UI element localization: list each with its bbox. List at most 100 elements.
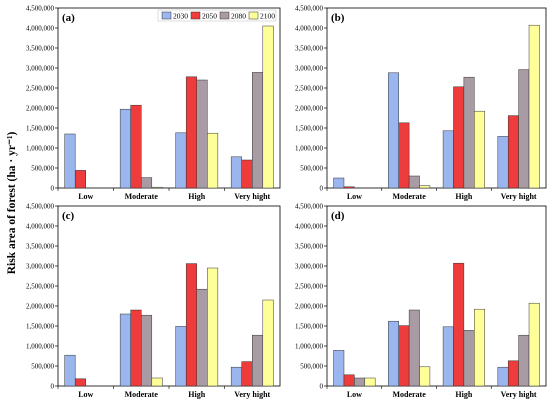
bar-2050 <box>74 378 87 387</box>
y-tick-label: 4,000,000 <box>26 222 55 230</box>
bar-2050 <box>241 361 253 387</box>
y-tick-label: 3,500,000 <box>295 44 324 52</box>
plot-frame <box>326 205 547 387</box>
y-tick-label: 4,000,000 <box>26 24 55 32</box>
bar-2050 <box>185 76 198 189</box>
bar-2030 <box>442 130 454 189</box>
y-tick-label: 2,000,000 <box>295 104 324 112</box>
bar-2100 <box>474 308 485 387</box>
category-label: Moderate <box>125 192 159 201</box>
bar-2080 <box>408 309 420 387</box>
bar-2080 <box>196 288 208 387</box>
bar-2080 <box>141 314 153 387</box>
legend-swatch-2030 <box>161 11 172 20</box>
bar-2050 <box>343 374 355 387</box>
y-tick-label: 1,500,000 <box>295 124 324 132</box>
bar-2050 <box>241 159 253 189</box>
y-tick-label: 1,000,000 <box>26 144 55 152</box>
y-tick-label: 2,500,000 <box>26 282 55 290</box>
y-tick-label: 2,000,000 <box>26 104 55 112</box>
category-label: Moderate <box>125 390 159 399</box>
bar-2030 <box>333 350 345 387</box>
y-tick-label: 1,000,000 <box>295 342 324 350</box>
bar-2080 <box>196 79 208 189</box>
y-tick-label: 3,000,000 <box>26 262 55 270</box>
y-axis-title: Risk area of forest (ha · yr⁻¹) <box>6 132 18 275</box>
category-label: Low <box>78 192 93 201</box>
bar-2080 <box>252 72 264 189</box>
y-tick-label: 500,000 <box>300 362 323 370</box>
panel-label: (c) <box>62 210 75 222</box>
bar-2030 <box>442 326 454 387</box>
bar-2080 <box>354 377 366 387</box>
bar-2050 <box>453 86 465 189</box>
y-tick-label: 3,000,000 <box>295 64 324 72</box>
bar-2100 <box>528 302 540 387</box>
y-tick-label: 2,500,000 <box>295 84 324 92</box>
bar-2030 <box>119 108 131 189</box>
y-tick-label: 4,500,000 <box>295 202 324 210</box>
bar-2100 <box>364 377 376 387</box>
bar-2080 <box>463 330 475 387</box>
bar-2030 <box>64 133 76 189</box>
legend-swatch-2080 <box>219 11 230 20</box>
y-tick-label: 2,000,000 <box>26 302 55 310</box>
bar-2030 <box>175 132 187 189</box>
y-tick-label: 2,500,000 <box>295 282 324 290</box>
y-tick-label: 0 <box>51 184 55 192</box>
category-label: Low <box>347 390 362 399</box>
y-tick-label: 3,500,000 <box>26 44 55 52</box>
category-label: Very hight <box>501 192 537 201</box>
legend-swatch-2100 <box>248 11 259 20</box>
bar-2050 <box>343 186 355 189</box>
chart-panel-4: 0 500,000 1,000,000 1,500,000 2,000,000 2,500… <box>295 202 547 399</box>
legend-label: 2050 <box>202 12 217 21</box>
bar-2030 <box>497 366 509 387</box>
y-tick-label: 1,000,000 <box>26 342 55 350</box>
category-label: High <box>455 390 472 399</box>
bar-2030 <box>230 156 242 189</box>
bar-2080 <box>518 69 530 189</box>
bar-2050 <box>507 115 519 189</box>
bar-2050 <box>507 360 519 387</box>
bar-2080 <box>141 177 153 189</box>
y-tick-label: 2,500,000 <box>26 84 55 92</box>
y-tick-label: 500,000 <box>31 362 54 370</box>
category-label: Very hight <box>234 390 270 399</box>
category-label: Very hight <box>501 390 537 399</box>
bar-2050 <box>130 309 142 387</box>
y-tick-label: 1,500,000 <box>26 322 55 330</box>
legend-label: 2030 <box>173 12 188 21</box>
category-label: High <box>455 192 472 201</box>
y-tick-label: 0 <box>320 184 324 192</box>
bar-2100 <box>262 299 274 387</box>
legend-swatch-2050 <box>190 11 201 20</box>
bar-2030 <box>64 354 76 387</box>
bar-2050 <box>398 122 410 189</box>
bar-2100 <box>207 132 219 189</box>
y-tick-label: 4,500,000 <box>26 4 55 12</box>
bar-2050 <box>185 263 198 387</box>
category-label: Moderate <box>392 192 426 201</box>
plot-frame <box>57 205 281 387</box>
legend-label: 2080 <box>231 12 246 21</box>
y-tick-label: 4,500,000 <box>26 202 55 210</box>
bar-2100 <box>207 267 219 387</box>
y-tick-label: 500,000 <box>31 164 54 172</box>
bar-2030 <box>175 326 187 387</box>
y-tick-label: 3,500,000 <box>295 242 324 250</box>
bar-2100 <box>419 185 431 189</box>
y-tick-label: 3,000,000 <box>295 262 324 270</box>
panels: 0 500,000 1,000,000 1,500,000 2,000,000 2,500… <box>26 4 547 399</box>
bar-2030 <box>119 313 131 387</box>
chart-panel-1: 0 500,000 1,000,000 1,500,000 2,000,000 2,500… <box>26 4 281 201</box>
chart-panel-3: 0 500,000 1,000,000 1,500,000 2,000,000 2,500… <box>26 202 281 399</box>
y-tick-label: 4,500,000 <box>295 4 324 12</box>
y-tick-label: 3,500,000 <box>26 242 55 250</box>
legend-box <box>157 9 277 22</box>
panel-label: (b) <box>331 12 345 24</box>
bar-2050 <box>74 170 87 189</box>
y-tick-label: 2,000,000 <box>295 302 324 310</box>
y-tick-label: 1,500,000 <box>26 124 55 132</box>
